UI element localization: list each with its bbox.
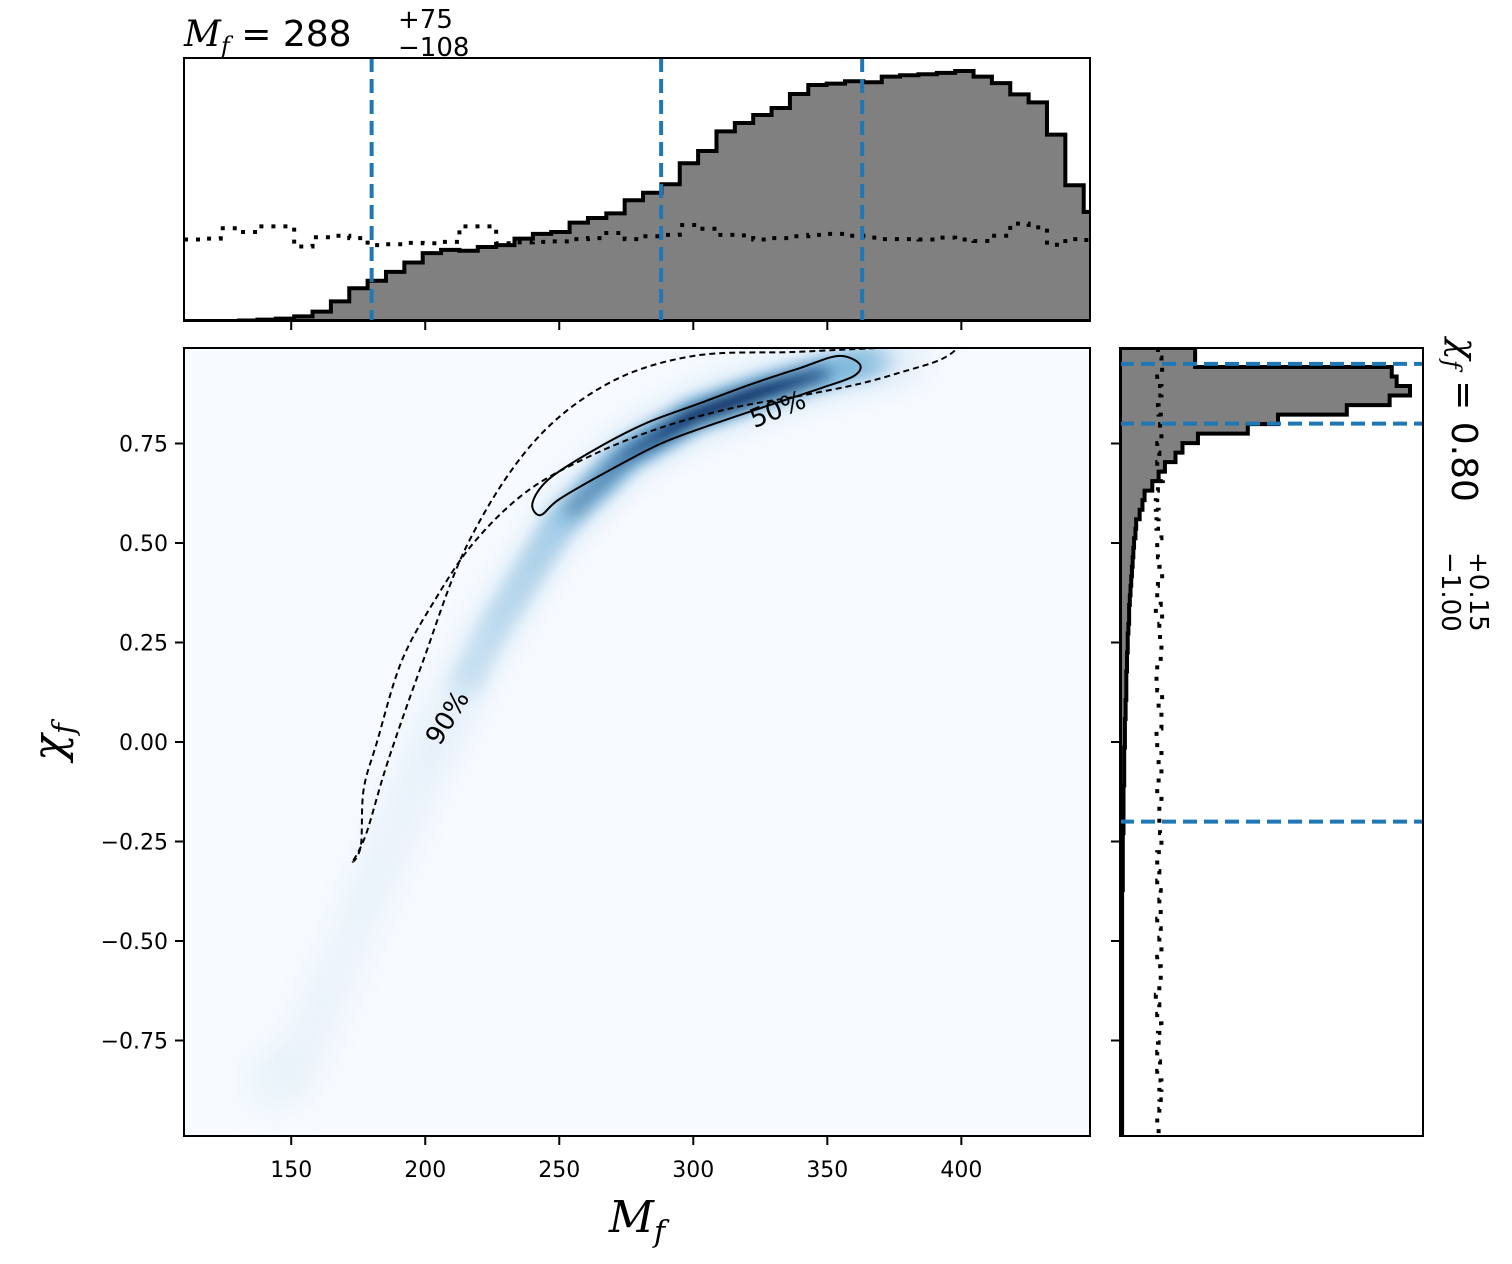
svg-text:χf: χf bbox=[24, 718, 82, 764]
x-tick-label: 200 bbox=[404, 1158, 446, 1183]
y-tick-label: 0.00 bbox=[119, 731, 168, 756]
y-axis-label: χf bbox=[24, 718, 82, 764]
x-axis-label-symbol: M bbox=[608, 1192, 655, 1243]
x-tick-label: 250 bbox=[538, 1158, 580, 1183]
mf-prior-histogram bbox=[184, 221, 1090, 249]
chi-posterior-histogram bbox=[1120, 348, 1412, 1136]
density-mid-cell bbox=[855, 348, 896, 379]
svg-text:χf = 0.80: χf = 0.80 bbox=[1438, 335, 1484, 502]
joint-density-panel: 50% 90% 150 200 250 300 350 400 0.750.500.250… bbox=[24, 347, 1091, 1250]
x-axis-label-subscript: f bbox=[652, 1215, 670, 1250]
x-axis-label: Mf bbox=[608, 1192, 670, 1250]
mf-marginal-frame bbox=[183, 57, 1091, 322]
top-title-symbol: M bbox=[183, 14, 222, 55]
mf-posterior-histogram bbox=[184, 69, 1090, 321]
right-title-lower-error: −1.00 bbox=[1435, 552, 1465, 632]
y-tick-label: −0.25 bbox=[101, 830, 168, 855]
top-title-value: = 288 bbox=[230, 14, 352, 55]
right-title-upper-error: +0.15 bbox=[1463, 552, 1493, 632]
mf-marginal-panel bbox=[183, 57, 1091, 330]
contour-90-percent bbox=[351, 348, 957, 863]
density-core-cell bbox=[809, 363, 834, 384]
y-tick-label: −0.50 bbox=[101, 930, 168, 955]
svg-text:Mf: Mf bbox=[608, 1192, 670, 1250]
y-axis-label-subscript: f bbox=[47, 718, 82, 736]
x-tick-label: 150 bbox=[270, 1158, 312, 1183]
y-tick-label: 0.25 bbox=[119, 632, 168, 657]
top-title-upper-error: +75 bbox=[398, 5, 453, 35]
contour-50-percent bbox=[531, 354, 862, 517]
svg-text:Mf = 288: Mf = 288 bbox=[183, 14, 352, 60]
y-tick-label: 0.50 bbox=[119, 532, 168, 557]
chi-marginal-panel bbox=[1111, 347, 1424, 1137]
y-tick-label: 0.75 bbox=[119, 433, 168, 458]
right-title-value: = 0.80 bbox=[1443, 369, 1484, 502]
y-tick-label: −0.75 bbox=[101, 1029, 168, 1054]
x-tick-label: 300 bbox=[672, 1158, 714, 1183]
right-title-symbol: χ bbox=[1443, 335, 1484, 362]
right-title: χf = 0.80 +0.15 −1.00 bbox=[1435, 335, 1493, 632]
x-tick-label: 400 bbox=[940, 1158, 982, 1183]
x-tick-label: 350 bbox=[806, 1158, 848, 1183]
y-axis-label-symbol: χ bbox=[24, 732, 75, 764]
top-title: Mf = 288 +75 −108 bbox=[183, 5, 469, 63]
